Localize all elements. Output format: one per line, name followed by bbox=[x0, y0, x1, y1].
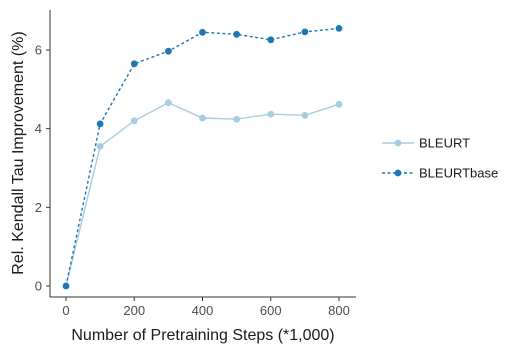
x-axis-ticks: 0 200 400 600 800 bbox=[62, 297, 350, 318]
legend: BLEURT BLEURTbase bbox=[382, 136, 498, 181]
data-point-bleurtbase bbox=[130, 60, 138, 68]
y-tick-label: 0 bbox=[35, 279, 42, 294]
data-point-bleurt bbox=[96, 143, 104, 150]
x-tick-label: 600 bbox=[260, 303, 282, 318]
data-point-bleurt bbox=[335, 100, 343, 108]
data-point-bleurtbase bbox=[301, 28, 309, 36]
legend-key-point bbox=[394, 169, 402, 177]
data-point-bleurt bbox=[130, 117, 138, 125]
legend-key-point bbox=[394, 139, 402, 147]
y-tick-label: 2 bbox=[35, 200, 42, 215]
data-point-bleurtbase bbox=[199, 28, 206, 36]
legend-label: BLEURT bbox=[419, 136, 470, 151]
plot-panel bbox=[49, 10, 356, 298]
legend-label: BLEURTbase bbox=[419, 166, 498, 181]
data-point-bleurtbase bbox=[62, 282, 70, 290]
series-layer bbox=[62, 25, 343, 290]
data-point-bleurt bbox=[233, 115, 241, 123]
data-point-bleurt bbox=[267, 110, 275, 118]
x-tick-label: 0 bbox=[62, 303, 69, 318]
y-tick-label: 4 bbox=[35, 121, 42, 136]
data-point-bleurtbase bbox=[335, 25, 343, 32]
x-tick-label: 400 bbox=[192, 303, 214, 318]
y-tick-label: 6 bbox=[35, 43, 42, 58]
data-point-bleurt bbox=[165, 99, 172, 107]
series-line-bleurtbase bbox=[65, 27, 340, 287]
data-point-bleurt bbox=[199, 114, 206, 122]
x-axis-title: Number of Pretraining Steps (*1,000) bbox=[71, 327, 334, 344]
y-axis-title: Rel. Kendall Tau Improvement (%) bbox=[10, 31, 27, 274]
x-tick-label: 800 bbox=[328, 303, 350, 318]
data-point-bleurtbase bbox=[233, 30, 241, 38]
data-point-bleurtbase bbox=[267, 36, 275, 44]
x-tick-label: 200 bbox=[123, 303, 145, 318]
data-point-bleurtbase bbox=[165, 47, 172, 55]
data-point-bleurt bbox=[301, 111, 309, 119]
y-axis-ticks: 0 2 4 6 bbox=[35, 43, 50, 294]
series-line-bleurt bbox=[65, 101, 340, 287]
data-point-bleurtbase bbox=[96, 120, 104, 128]
